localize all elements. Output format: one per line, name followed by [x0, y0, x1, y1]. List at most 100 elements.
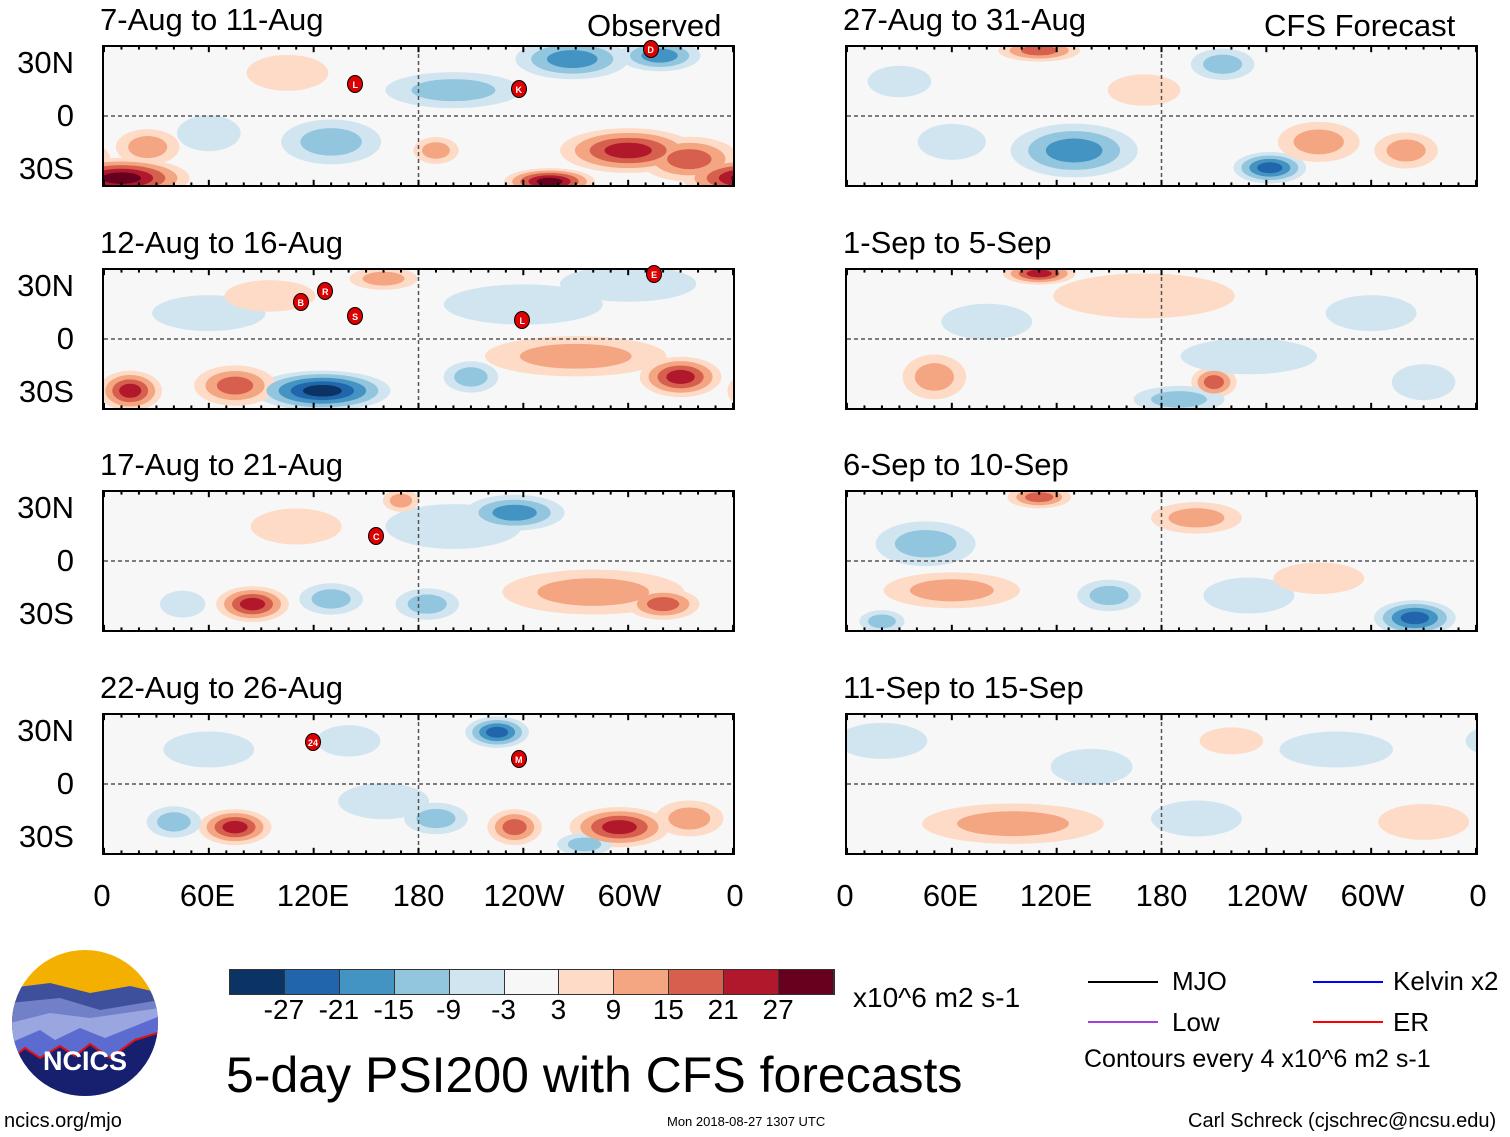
colorbar-tick-label: 9: [605, 994, 622, 1025]
lat-tick-label: 30S: [18, 596, 74, 631]
tropical-cyclone-icon: L: [514, 310, 531, 329]
colorbar-swatch: [339, 970, 395, 994]
anomaly-contour: [119, 383, 142, 398]
colorbar-tick-label: -21: [318, 994, 360, 1025]
anomaly-contour: [567, 837, 602, 852]
anomaly-contour: [731, 175, 733, 181]
anomaly-contour: [338, 783, 429, 820]
anomaly-contour: [177, 115, 241, 152]
anomaly-contour: [1050, 748, 1133, 785]
tropical-cyclone-icon: C: [368, 527, 385, 546]
mjo-line: [1088, 981, 1158, 983]
colorbar-swatch: [669, 970, 725, 994]
ncics-logo[interactable]: NCICS: [10, 948, 160, 1098]
colorbar-tick-label: -3: [491, 994, 516, 1025]
anomaly-contour: [216, 376, 254, 395]
anomaly-contour: [163, 731, 255, 768]
panel-title: 11-Sep to 15-Sep: [843, 670, 1084, 705]
contour-note: Contours every 4 x10^6 m2 s-1: [1084, 1045, 1431, 1073]
anomaly-contour: [547, 50, 598, 69]
anomaly-contour: [239, 597, 266, 611]
map-panel: [845, 490, 1478, 632]
anomaly-contour: [668, 807, 711, 830]
legend-kelvin: Kelvin x2: [1393, 966, 1499, 996]
anomaly-contour: [157, 812, 191, 832]
anomaly-contour: [1203, 54, 1243, 74]
colorbar-tick-label: -9: [436, 994, 462, 1025]
anomaly-contour: [1045, 138, 1103, 163]
anomaly-contour: [1203, 577, 1295, 614]
legend-er: ER: [1393, 1007, 1430, 1037]
anomaly-contour: [941, 303, 1033, 340]
colorbar-tick-label: 27: [762, 994, 794, 1025]
lon-tick-label: 60E: [179, 878, 236, 913]
anomaly-contour: [604, 142, 652, 159]
map-panel: [102, 490, 735, 632]
anomaly-contour: [1089, 585, 1129, 606]
anomaly-contour: [302, 384, 342, 397]
anomaly-contour: [159, 590, 206, 618]
ncics-url[interactable]: ncics.org/mjo: [4, 1110, 122, 1132]
lat-tick-label: 0: [56, 766, 74, 801]
map-panel: [102, 268, 735, 410]
anomaly-contour: [1053, 273, 1235, 319]
anomaly-contour: [311, 589, 351, 609]
anomaly-contour: [104, 172, 141, 184]
anomaly-contour: [246, 54, 329, 91]
map-panel: [845, 45, 1478, 187]
lat-tick-label: 0: [56, 321, 74, 356]
logo-text: NCICS: [43, 1046, 127, 1076]
lon-tick-label: 180: [392, 878, 445, 913]
anomaly-contour: [909, 579, 994, 602]
lon-tick-label: 0: [1469, 878, 1487, 913]
colorbar: [229, 969, 835, 995]
lon-tick-label: 60E: [922, 878, 979, 913]
anomaly-contour: [300, 128, 362, 156]
figure-title: 5-day PSI200 with CFS forecasts: [226, 1047, 963, 1103]
tropical-cyclone-icon: D: [642, 39, 659, 58]
tropical-cyclone-icon: S: [347, 306, 364, 325]
lon-tick-label: 120E: [1019, 878, 1093, 913]
anomaly-contour: [718, 170, 733, 185]
anomaly-contour: [1400, 611, 1430, 625]
colorbar-swatch: [284, 970, 340, 994]
lon-tick-label: 120E: [276, 878, 350, 913]
lat-tick-label: 30S: [18, 151, 74, 186]
anomaly-contour: [407, 594, 447, 614]
anomaly-contour: [416, 808, 456, 829]
map-panel: [845, 268, 1478, 410]
colorbar-tick-label: 15: [652, 994, 684, 1025]
colorbar-swatch: [230, 970, 285, 994]
anomaly-contour: [454, 367, 488, 387]
anomaly-contour: [1026, 270, 1052, 278]
observed-label: Observed: [587, 8, 722, 43]
anomaly-contour: [1107, 74, 1181, 106]
anomaly-contour: [443, 284, 603, 325]
anomaly-contour: [316, 725, 381, 757]
anomaly-contour: [250, 508, 342, 545]
anomaly-contour: [1386, 139, 1426, 162]
anomaly-contour: [867, 65, 932, 98]
colorbar-swatch: [614, 970, 670, 994]
anomaly-contour: [667, 149, 712, 170]
map-panel: [102, 45, 735, 187]
anomaly-contour: [486, 726, 509, 738]
anomaly-contour: [1378, 804, 1470, 840]
anomaly-contour: [502, 819, 527, 836]
lat-tick-label: 0: [56, 98, 74, 133]
anomaly-contour: [222, 820, 248, 834]
anomaly-contour: [560, 270, 697, 302]
anomaly-contour: [957, 811, 1069, 837]
author-credit: Carl Schreck (cjschrec@ncsu.edu): [1188, 1110, 1497, 1132]
anomaly-contour: [1203, 375, 1225, 390]
anomaly-contour: [1325, 295, 1417, 332]
colorbar-tick-label: -15: [373, 994, 414, 1025]
anomaly-contour: [914, 363, 954, 391]
colorbar-swatch: [504, 970, 560, 994]
lon-tick-label: 120W: [483, 878, 565, 913]
anomaly-contour: [1151, 391, 1207, 408]
panel-title: 22-Aug to 26-Aug: [100, 670, 344, 705]
anomaly-contour: [847, 722, 928, 759]
tropical-cyclone-icon: M: [510, 750, 527, 769]
